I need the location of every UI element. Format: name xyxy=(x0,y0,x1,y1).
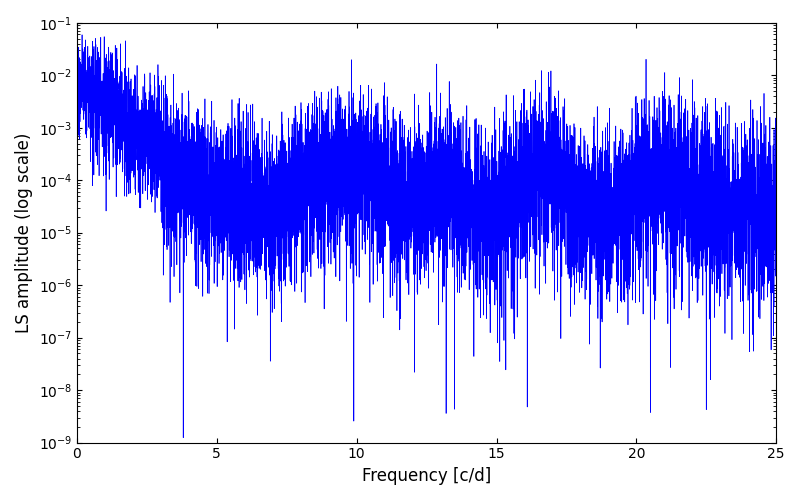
Y-axis label: LS amplitude (log scale): LS amplitude (log scale) xyxy=(15,132,33,333)
X-axis label: Frequency [c/d]: Frequency [c/d] xyxy=(362,467,491,485)
